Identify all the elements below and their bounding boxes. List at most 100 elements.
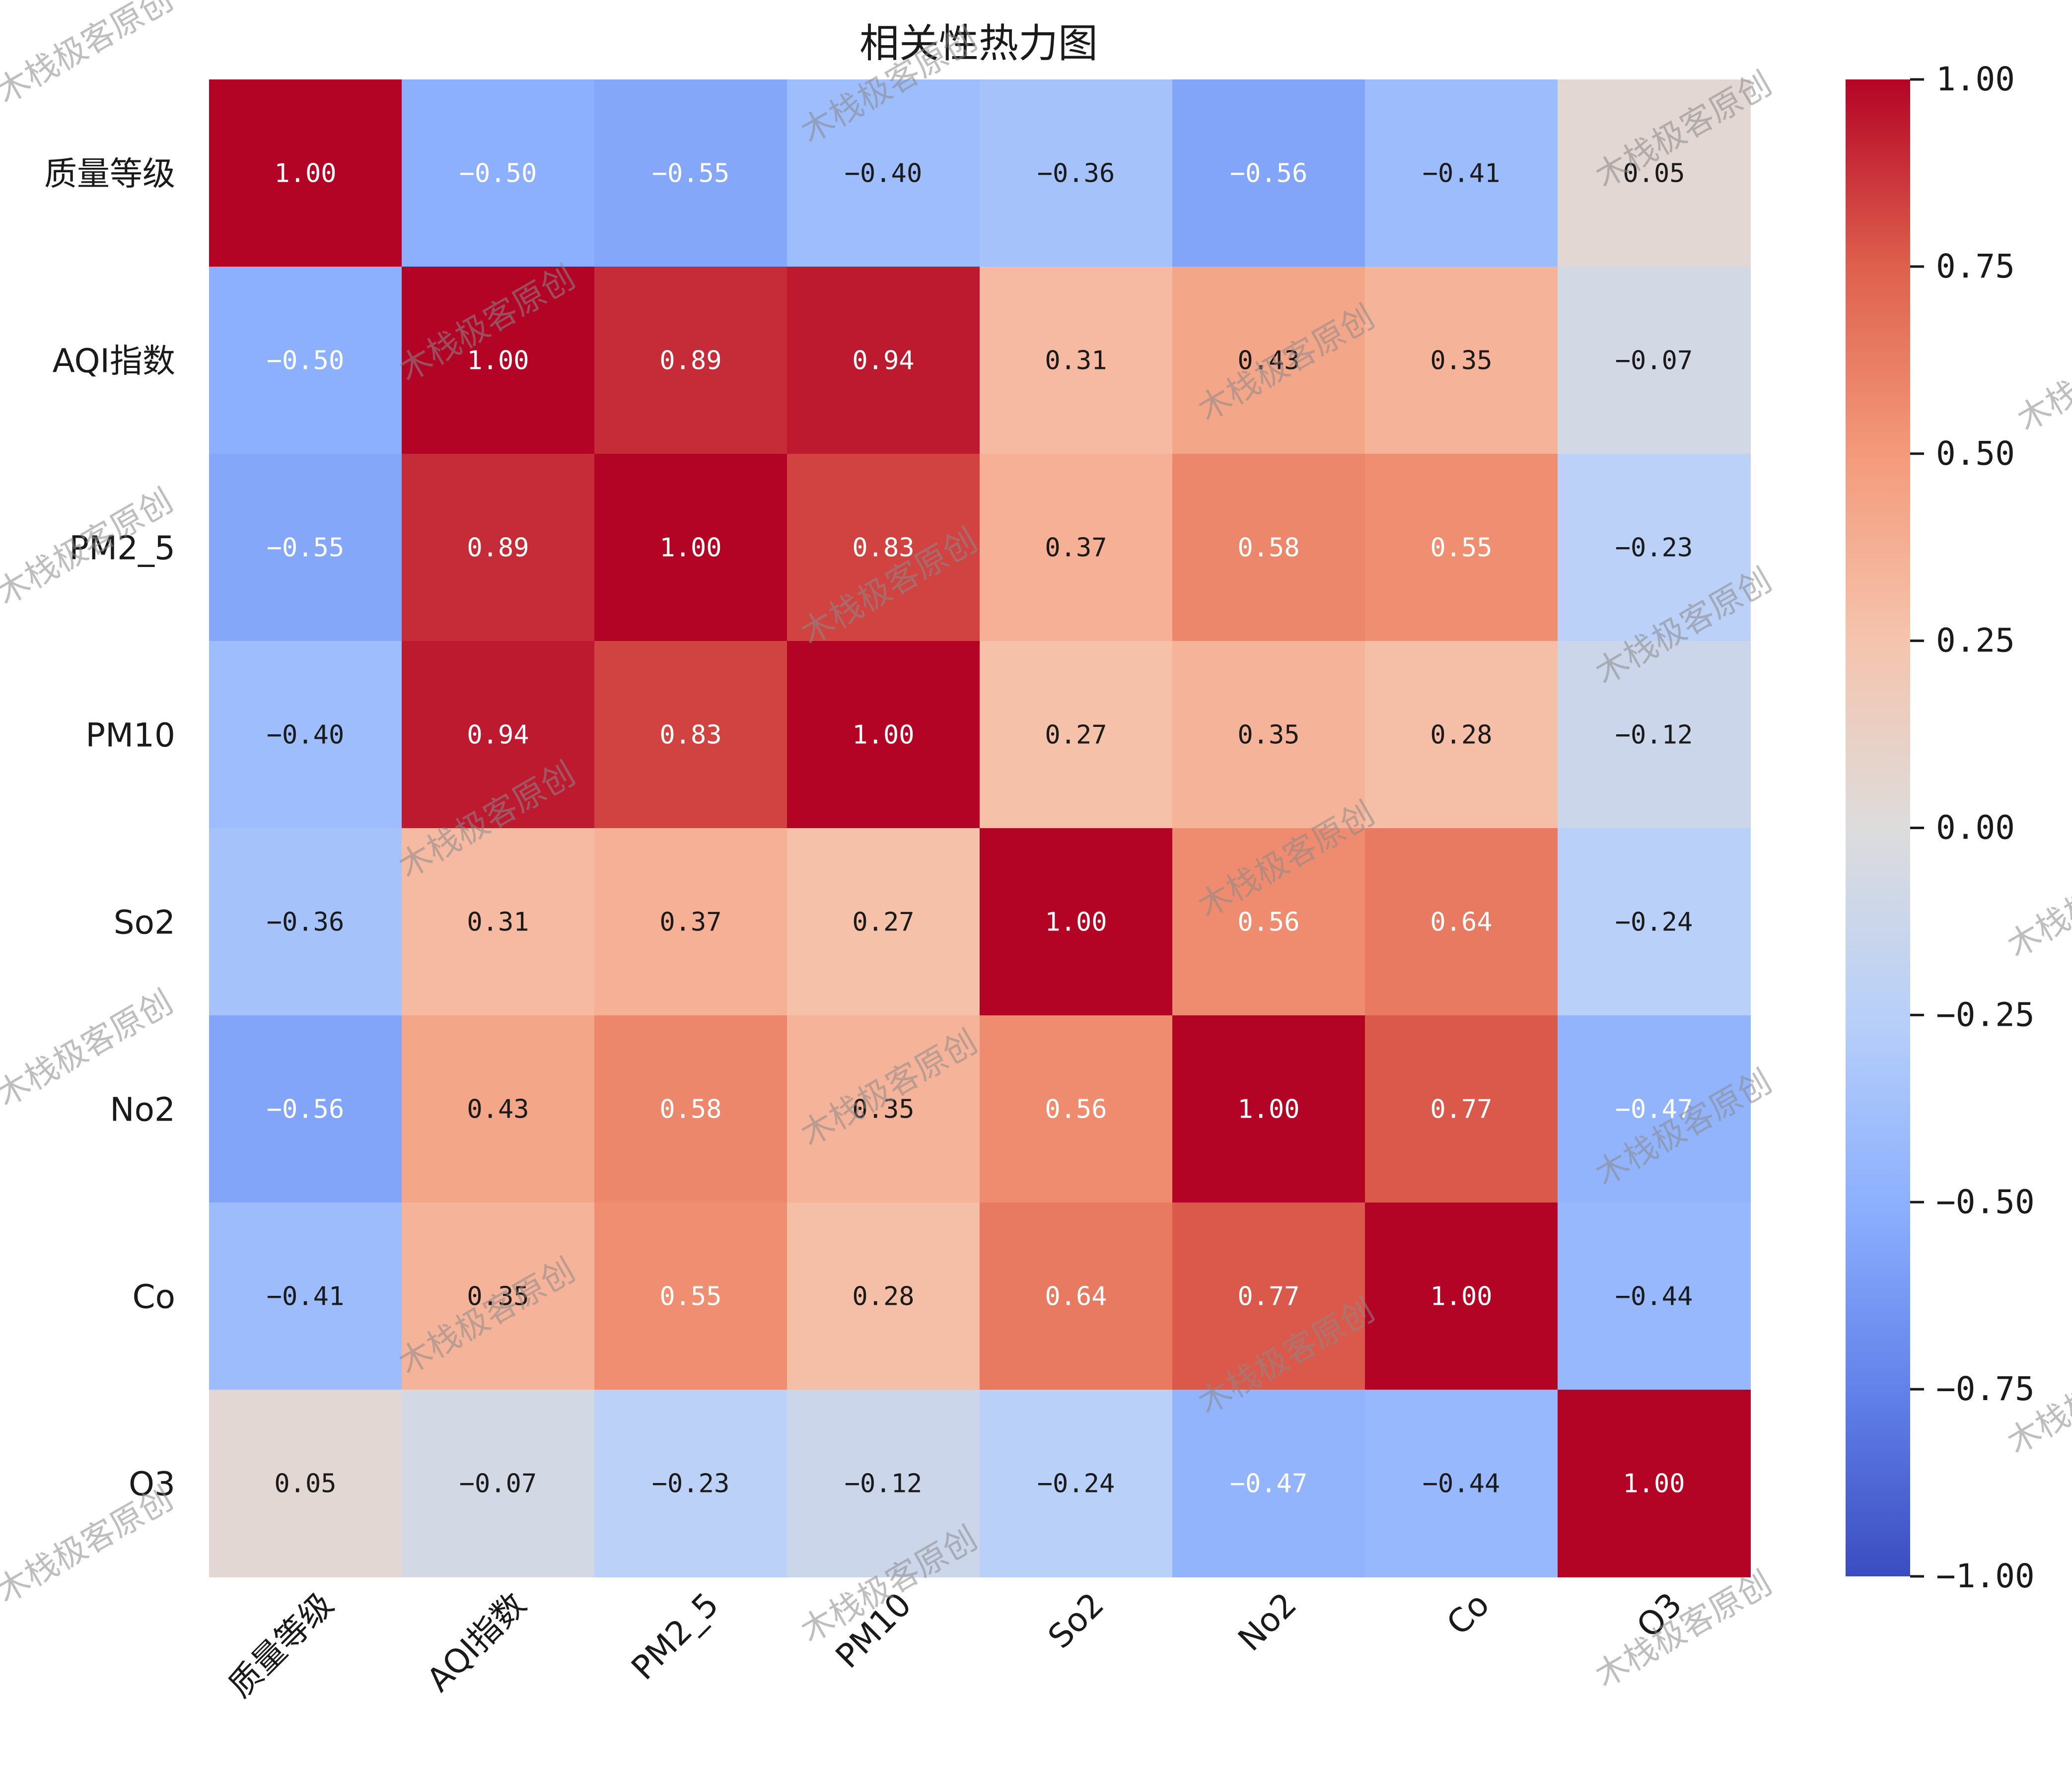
- heatmap-cell: [1365, 641, 1558, 829]
- cell-value-label: 0.28: [1430, 720, 1492, 750]
- heatmap-cell: [594, 828, 787, 1016]
- heatmap-cell: [1365, 1015, 1558, 1203]
- heatmap-cell: [1172, 1202, 1365, 1390]
- cell-value-label: 0.64: [1045, 1282, 1107, 1312]
- heatmap-cell: [1365, 1202, 1558, 1390]
- cell-value-label: −0.44: [1423, 1469, 1500, 1499]
- heatmap-cell: [209, 1202, 402, 1390]
- cell-value-label: −0.36: [267, 908, 345, 937]
- heatmap-cell: [787, 1390, 980, 1577]
- y-tick-label: No2: [110, 1091, 175, 1129]
- watermark-text: 木栈极客原创: [0, 1479, 179, 1611]
- heatmap-cell: [787, 79, 980, 267]
- cell-value-label: 0.83: [852, 533, 914, 563]
- colorbar-tick-label: 0.75: [1936, 247, 2015, 285]
- cell-value-label: 0.58: [659, 1095, 721, 1125]
- heatmap-cell: [1365, 267, 1558, 454]
- cell-value-label: 1.00: [274, 159, 336, 189]
- x-tick-label: PM2_5: [624, 1585, 726, 1688]
- heatmap-cell: [1172, 79, 1365, 267]
- heatmap-cell: [1558, 1015, 1751, 1203]
- cell-value-label: 0.27: [1045, 720, 1107, 750]
- heatmap-cell: [594, 1015, 787, 1203]
- heatmap-cell: [1558, 267, 1751, 454]
- cell-value-label: 0.31: [467, 908, 529, 937]
- heatmap-cell: [787, 828, 980, 1016]
- cell-value-label: 0.43: [467, 1095, 529, 1125]
- cell-value-label: 0.55: [1430, 533, 1492, 563]
- heatmap-cell: [1365, 454, 1558, 641]
- cell-value-label: 0.56: [1237, 908, 1299, 937]
- cell-value-label: −0.47: [1230, 1469, 1308, 1499]
- heatmap-cell: [1558, 1202, 1751, 1390]
- cell-value-label: 0.35: [852, 1095, 914, 1125]
- cell-value-label: 0.77: [1430, 1095, 1492, 1125]
- heatmap-cell: [402, 641, 595, 829]
- cell-value-label: −0.56: [267, 1095, 345, 1125]
- cell-value-label: −0.41: [1423, 159, 1500, 189]
- heatmap-cell: [1558, 454, 1751, 641]
- cell-value-label: 1.00: [852, 720, 914, 750]
- y-tick-label: PM2_5: [69, 529, 175, 567]
- y-tick-label: PM10: [85, 716, 175, 755]
- heatmap-cell: [980, 1390, 1173, 1577]
- cell-value-label: 1.00: [1237, 1095, 1299, 1125]
- cell-value-label: 0.35: [1237, 720, 1299, 750]
- heatmap-cell: [1172, 828, 1365, 1016]
- cell-value-label: −0.23: [652, 1469, 730, 1499]
- cell-value-label: 0.43: [1237, 346, 1299, 376]
- heatmap-cell: [209, 1390, 402, 1577]
- y-tick-label: 质量等级: [44, 155, 175, 193]
- heatmap-cell: [594, 641, 787, 829]
- cell-value-label: −0.24: [1615, 908, 1693, 937]
- heatmap-cell: [787, 1015, 980, 1203]
- cell-value-label: 0.28: [852, 1282, 914, 1312]
- y-tick-label: So2: [114, 904, 175, 942]
- heatmap-cell: [1365, 828, 1558, 1016]
- cell-value-label: −0.36: [1037, 159, 1115, 189]
- heatmap-cell: [1558, 828, 1751, 1016]
- cell-value-label: 1.00: [1430, 1282, 1492, 1312]
- cell-value-label: 0.56: [1045, 1095, 1107, 1125]
- heatmap-cell: [980, 828, 1173, 1016]
- heatmap-cells: 1.00 −0.50 −0.55 −0.40 −0.36 −0.56 −0.41 0.05 −0…: [209, 79, 1751, 1577]
- heatmap-cell: [1172, 454, 1365, 641]
- cell-value-label: −0.24: [1037, 1469, 1115, 1499]
- colorbar-tick-label: −0.50: [1936, 1183, 2035, 1221]
- cell-value-label: 0.05: [274, 1469, 336, 1499]
- x-axis-tick-labels: 质量等级 AQI指数 PM2_5 PM10 So2 No2 Co O3: [221, 1585, 1689, 1705]
- cell-value-label: −0.12: [845, 1469, 923, 1499]
- cell-value-label: 1.00: [659, 533, 721, 563]
- cell-value-label: 0.35: [1430, 346, 1492, 376]
- heatmap-cell: [209, 1015, 402, 1203]
- cell-value-label: −0.07: [1615, 346, 1693, 376]
- cell-value-label: −0.56: [1230, 159, 1308, 189]
- heatmap-cell: [787, 641, 980, 829]
- cell-value-label: −0.50: [267, 346, 345, 376]
- cell-value-label: 0.05: [1623, 159, 1685, 189]
- cell-value-label: −0.40: [267, 720, 345, 750]
- heatmap-cell: [980, 1202, 1173, 1390]
- colorbar-gradient: [1846, 79, 1910, 1576]
- cell-value-label: 0.89: [467, 533, 529, 563]
- cell-value-label: 0.77: [1237, 1282, 1299, 1312]
- cell-value-label: 0.27: [852, 908, 914, 937]
- x-tick-label: So2: [1041, 1585, 1111, 1656]
- cell-value-label: −0.40: [845, 159, 923, 189]
- colorbar-tick-label: 0.25: [1936, 622, 2015, 660]
- cell-value-label: 0.35: [467, 1282, 529, 1312]
- heatmap-cell: [402, 79, 595, 267]
- y-axis-tick-labels: 质量等级 AQI指数 PM2_5 PM10 So2 No2 Co O3: [44, 155, 175, 1503]
- heatmap-cell: [1172, 641, 1365, 829]
- colorbar-tick-label: −0.25: [1936, 995, 2035, 1034]
- heatmap-cell: [402, 1390, 595, 1577]
- heatmap-cell: [980, 454, 1173, 641]
- heatmap-cell: [1558, 1390, 1751, 1577]
- heatmap-cell: [980, 267, 1173, 454]
- cell-value-label: 0.89: [659, 346, 721, 376]
- y-tick-label: O3: [129, 1465, 175, 1503]
- heatmap-cell: [402, 828, 595, 1016]
- heatmap-cell: [209, 828, 402, 1016]
- cell-value-label: 1.00: [467, 346, 529, 376]
